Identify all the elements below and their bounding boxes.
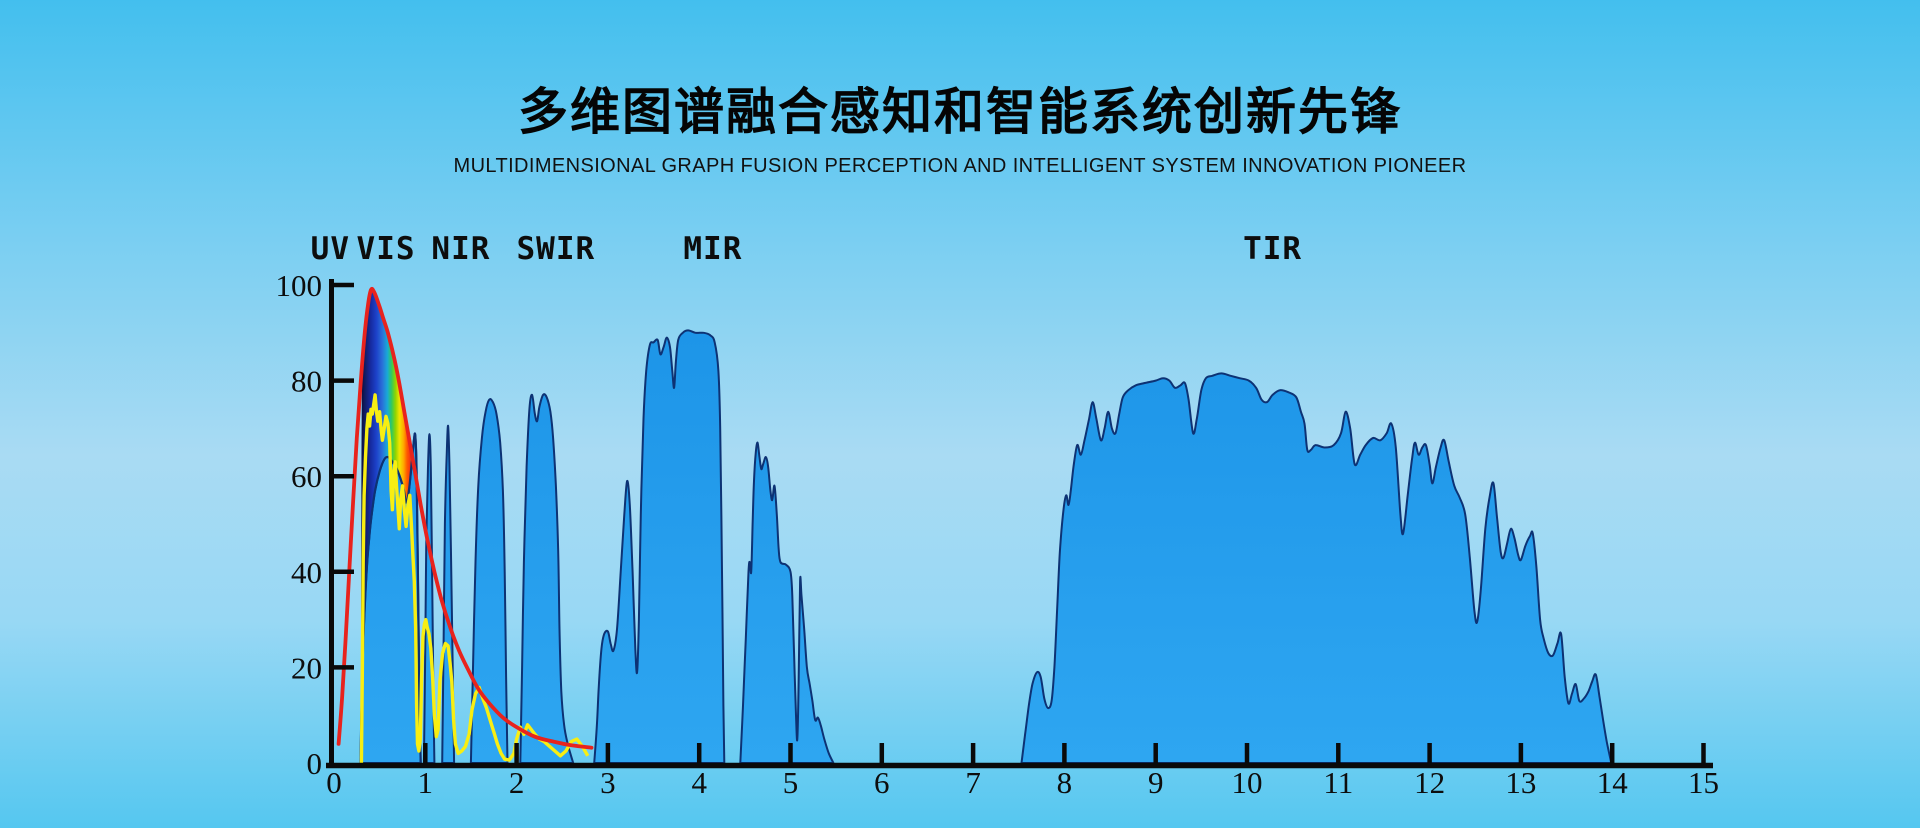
x-tick-label: 11	[1323, 765, 1353, 800]
y-tick-label: 40	[291, 555, 322, 590]
band-label-vis: VIS	[357, 231, 416, 267]
x-tick-label: 7	[965, 765, 981, 800]
y-tick-label: 0	[307, 746, 323, 781]
x-tick-label: 13	[1505, 765, 1536, 800]
band-label-tir: TIR	[1243, 231, 1302, 267]
y-tick-label: 20	[291, 650, 322, 685]
x-tick-label: 0	[326, 765, 342, 800]
x-tick-label: 9	[1148, 765, 1164, 800]
page-title: 多维图谱融合感知和智能系统创新先锋	[518, 84, 1402, 140]
atmospheric-windows	[359, 329, 1613, 764]
x-tick-label: 12	[1414, 765, 1445, 800]
x-tick-label: 10	[1232, 765, 1263, 800]
band-labels: UV VIS NIR SWIR MIR TIR	[311, 231, 1302, 267]
transmission-window	[469, 398, 509, 764]
transmission-window	[593, 329, 726, 764]
x-tick-label: 4	[691, 765, 707, 800]
x-tick-label: 2	[509, 765, 525, 800]
x-tick-label: 8	[1057, 765, 1073, 800]
x-tick-label: 14	[1597, 765, 1629, 800]
band-label-nir: NIR	[431, 231, 490, 267]
x-tick-label: 15	[1688, 765, 1719, 800]
plot-area	[336, 286, 1613, 764]
x-tick-label: 5	[783, 765, 799, 800]
band-label-swir: SWIR	[517, 231, 596, 267]
transmission-window	[519, 393, 575, 764]
y-tick-label: 80	[291, 364, 322, 399]
band-label-mir: MIR	[683, 231, 742, 267]
x-tick-label: 6	[874, 765, 890, 800]
x-tick-label: 1	[418, 765, 434, 800]
y-axis: 0 20 40 60 80 100	[276, 268, 354, 781]
x-tick-label: 3	[600, 765, 616, 800]
x-axis: 0 1 2 3 4 5 6 7 8 9 10 11 12 13 14 15	[326, 743, 1719, 800]
y-tick-label: 100	[276, 268, 323, 303]
transmission-window	[739, 441, 835, 764]
solar-envelope-curve	[336, 286, 594, 750]
y-tick-label: 60	[291, 459, 322, 494]
band-label-uv: UV	[311, 231, 350, 267]
page-subtitle: MULTIDIMENSIONAL GRAPH FUSION PERCEPTION…	[453, 155, 1467, 177]
transmission-window	[1020, 372, 1613, 764]
